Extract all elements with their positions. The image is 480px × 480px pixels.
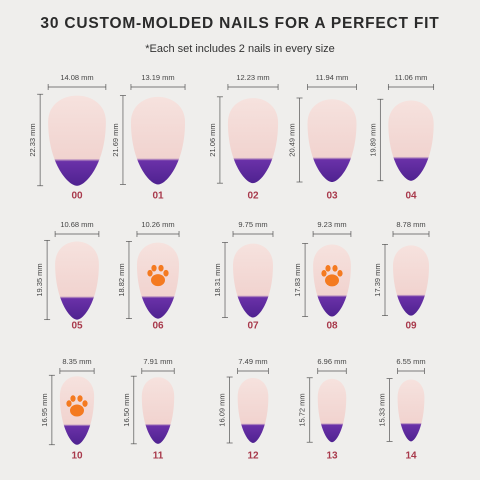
paw-toe bbox=[332, 265, 338, 272]
height-label: 22.33 mm bbox=[28, 123, 37, 156]
height-label: 15.33 mm bbox=[378, 393, 387, 426]
height-label: 16.09 mm bbox=[218, 393, 227, 426]
width-label: 14.08 mm bbox=[60, 73, 93, 82]
width-label: 13.19 mm bbox=[141, 73, 174, 82]
width-label: 8.78 mm bbox=[396, 220, 425, 229]
paw-toe bbox=[163, 269, 169, 277]
size-number: 02 bbox=[247, 191, 259, 202]
width-label: 6.96 mm bbox=[317, 357, 346, 366]
nail bbox=[130, 96, 186, 185]
width-label: 7.91 mm bbox=[143, 357, 172, 366]
height-label: 21.06 mm bbox=[208, 123, 217, 156]
height-label: 18.82 mm bbox=[117, 263, 126, 296]
size-number: 06 bbox=[152, 321, 164, 332]
size-number: 08 bbox=[326, 321, 338, 332]
width-label: 8.35 mm bbox=[62, 357, 91, 366]
width-label: 9.75 mm bbox=[238, 220, 267, 229]
nail bbox=[55, 241, 99, 320]
height-label: 17.83 mm bbox=[293, 263, 302, 296]
size-number: 00 bbox=[71, 191, 83, 202]
paw-pad bbox=[325, 274, 339, 287]
paw-pad bbox=[151, 274, 165, 287]
nail bbox=[141, 377, 175, 444]
paw-toe bbox=[70, 395, 76, 402]
width-label: 10.68 mm bbox=[60, 220, 93, 229]
paw-design bbox=[321, 265, 343, 287]
paw-toe bbox=[147, 269, 153, 277]
nail bbox=[48, 95, 106, 186]
nail bbox=[393, 245, 429, 316]
width-label: 10.26 mm bbox=[141, 220, 174, 229]
height-label: 20.49 mm bbox=[288, 123, 297, 156]
size-number: 13 bbox=[326, 451, 338, 462]
size-number: 11 bbox=[153, 451, 164, 462]
paw-design bbox=[147, 264, 169, 287]
paw-toe bbox=[337, 270, 343, 277]
paw-design bbox=[66, 395, 88, 417]
size-number: 09 bbox=[405, 321, 417, 332]
height-label: 18.31 mm bbox=[213, 263, 222, 296]
height-label: 19.35 mm bbox=[35, 263, 44, 296]
width-label: 7.49 mm bbox=[238, 357, 267, 366]
height-label: 16.95 mm bbox=[40, 393, 49, 426]
size-number: 12 bbox=[247, 451, 259, 462]
width-label: 12.23 mm bbox=[236, 73, 269, 82]
nail bbox=[307, 99, 357, 183]
width-label: 11.94 mm bbox=[316, 73, 349, 82]
nail bbox=[233, 243, 273, 318]
height-label: 15.72 mm bbox=[298, 393, 307, 426]
size-number: 01 bbox=[152, 191, 164, 202]
paw-toe bbox=[77, 395, 83, 402]
width-label: 6.55 mm bbox=[396, 357, 425, 366]
height-label: 16.50 mm bbox=[122, 393, 131, 426]
title: 30 CUSTOM-MOLDED NAILS FOR A PERFECT FIT bbox=[40, 15, 439, 32]
height-label: 17.39 mm bbox=[373, 263, 382, 296]
paw-toe bbox=[151, 264, 157, 272]
size-number: 05 bbox=[71, 321, 83, 332]
nail bbox=[227, 98, 279, 184]
paw-toe bbox=[321, 270, 327, 277]
paw-toe bbox=[82, 400, 88, 407]
width-label: 11.06 mm bbox=[395, 73, 428, 82]
size-number: 03 bbox=[326, 191, 338, 202]
width-label: 9.23 mm bbox=[317, 220, 346, 229]
size-number: 10 bbox=[71, 451, 83, 462]
paw-toe bbox=[66, 400, 72, 407]
nail bbox=[317, 378, 347, 443]
nail-grid: 14.08 mm 22.33 mm 00 13.19 mm 21.69 mm 01 12.2… bbox=[28, 73, 435, 462]
size-number: 04 bbox=[405, 191, 417, 202]
size-number: 07 bbox=[247, 321, 259, 332]
size-number: 14 bbox=[405, 451, 417, 462]
nail bbox=[237, 378, 269, 443]
nail bbox=[397, 379, 425, 442]
paw-toe bbox=[325, 265, 331, 272]
height-label: 19.89 mm bbox=[368, 123, 377, 156]
paw-toe bbox=[158, 264, 164, 272]
subtitle: *Each set includes 2 nails in every size bbox=[145, 43, 335, 55]
height-label: 21.69 mm bbox=[111, 123, 120, 156]
nail bbox=[388, 100, 434, 181]
paw-pad bbox=[70, 404, 84, 417]
